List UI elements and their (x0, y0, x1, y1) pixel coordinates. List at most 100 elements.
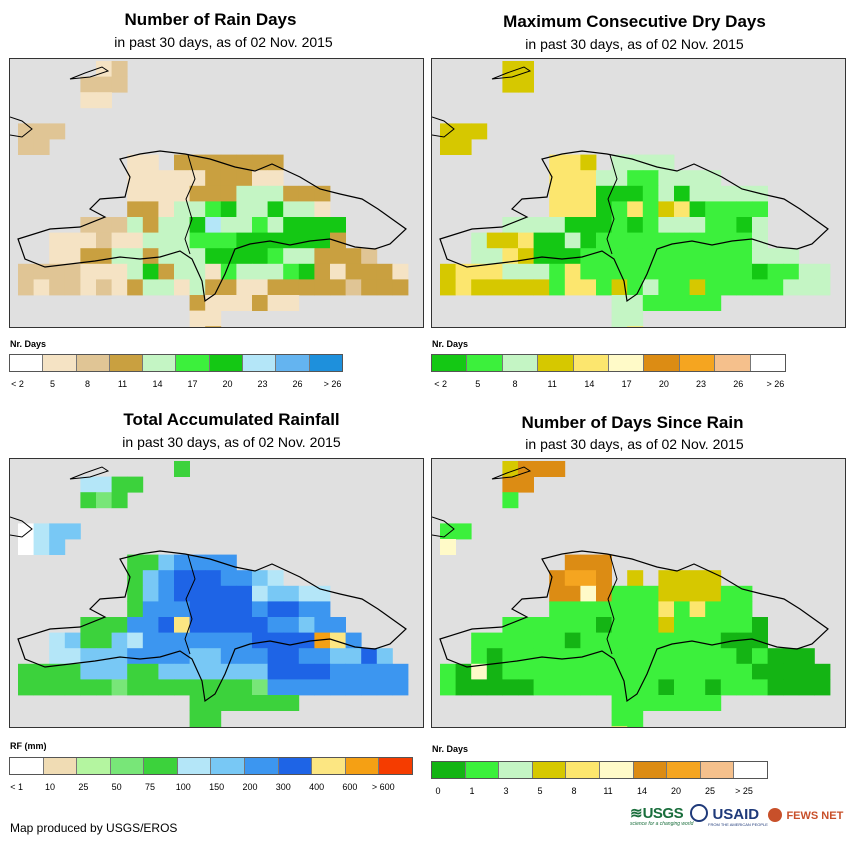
map-cell (80, 617, 97, 633)
map-cell (455, 139, 472, 155)
map-cell (549, 663, 566, 680)
map-cell (705, 295, 722, 311)
map-cell (314, 632, 331, 649)
map-cell (564, 585, 581, 602)
legend-tick-label: 14 (584, 379, 595, 389)
map-cell (533, 217, 550, 233)
map-cell (471, 648, 488, 665)
map-cell (189, 248, 206, 265)
map-cell (549, 201, 566, 218)
map-cell (596, 185, 612, 202)
legend-swatch (177, 758, 212, 774)
map-cell (440, 263, 456, 280)
map-cell (674, 648, 690, 665)
map-cell (189, 570, 206, 587)
map-cell (720, 185, 737, 202)
map-cell (720, 201, 737, 218)
map-cell (314, 585, 331, 602)
legend-ticks: < 1 10 25 50 75 100 150 200 300 400 600 > 600 (0, 782, 400, 792)
map-cell (18, 263, 34, 280)
map-cell (236, 585, 253, 602)
map-cell (502, 492, 519, 509)
map-cell (658, 695, 675, 711)
map-cell (798, 648, 815, 665)
map-cell (658, 648, 675, 665)
map-cell (720, 679, 737, 696)
map-cell (533, 679, 550, 696)
map-cell (642, 263, 659, 280)
map-cell (127, 154, 144, 171)
map-cell (564, 601, 581, 618)
map-cell (674, 585, 690, 602)
map-cell (642, 617, 659, 633)
legend-swatch (276, 355, 310, 371)
map-cell (564, 217, 581, 233)
map-cell (33, 139, 50, 155)
map-cell (486, 648, 503, 665)
map-cell (142, 617, 159, 633)
usaid-logo: USAID FROM THE AMERICAN PEOPLE (690, 804, 768, 827)
map-cell (767, 663, 784, 680)
map-cell (80, 663, 97, 680)
map-cell (345, 263, 362, 280)
map-cell (189, 648, 206, 665)
map-cell (236, 248, 253, 265)
map-cell (267, 617, 284, 633)
map-cell (658, 279, 675, 296)
legend-tick-label: 300 (275, 782, 291, 792)
legend-tick-label: 14 (636, 786, 647, 796)
panel-title: Number of Rain Days (124, 10, 297, 29)
map-cell (533, 279, 550, 296)
map-cell (236, 648, 253, 665)
map-cell (752, 279, 768, 296)
map-cell (142, 570, 159, 587)
map-cell (376, 279, 393, 296)
map-cell (627, 648, 644, 665)
legend-tick-label: 50 (111, 782, 122, 792)
map-cell (267, 263, 284, 280)
map-cell (736, 663, 753, 680)
map-cell (611, 648, 628, 665)
map-cell (674, 279, 690, 296)
map-cell (330, 632, 346, 649)
legend-tick-label: < 2 (11, 379, 24, 389)
map-cell (752, 201, 768, 218)
map-cell (96, 263, 112, 280)
map-cell (674, 695, 690, 711)
map-cell (798, 679, 815, 696)
map-cell (252, 263, 268, 280)
map-cell (674, 217, 690, 233)
map-cell (80, 263, 97, 280)
map-cell (376, 648, 393, 665)
map-cell (142, 232, 159, 249)
legend-swatch (667, 762, 701, 778)
legend-tick-label: 20 (658, 379, 669, 389)
map-cell (814, 679, 831, 696)
max-dry-days-grid (432, 61, 831, 327)
map-cell (658, 585, 675, 602)
country-border (184, 554, 196, 655)
map-cell (564, 570, 581, 587)
map-cell (674, 248, 690, 265)
map-cell (627, 201, 644, 218)
map-cell (533, 663, 550, 680)
map-cell (189, 279, 206, 296)
legend-tick-label: < 1 (10, 782, 24, 792)
map-cell (502, 476, 519, 493)
map-cell (720, 217, 737, 233)
map-cell (236, 601, 253, 618)
legend-swatch (502, 355, 539, 371)
map-cell (642, 648, 659, 665)
map-cell (580, 585, 597, 602)
map-cell (111, 617, 128, 633)
map-cell (689, 170, 706, 187)
map-cell (705, 679, 722, 696)
map-cell (549, 248, 566, 265)
map-cell (49, 523, 66, 540)
map-cell (627, 679, 644, 696)
map-cell (502, 217, 519, 233)
legend-swatch (432, 762, 466, 778)
map-cell (455, 523, 472, 540)
small-island-outline (69, 66, 110, 80)
map-cell (486, 679, 503, 696)
